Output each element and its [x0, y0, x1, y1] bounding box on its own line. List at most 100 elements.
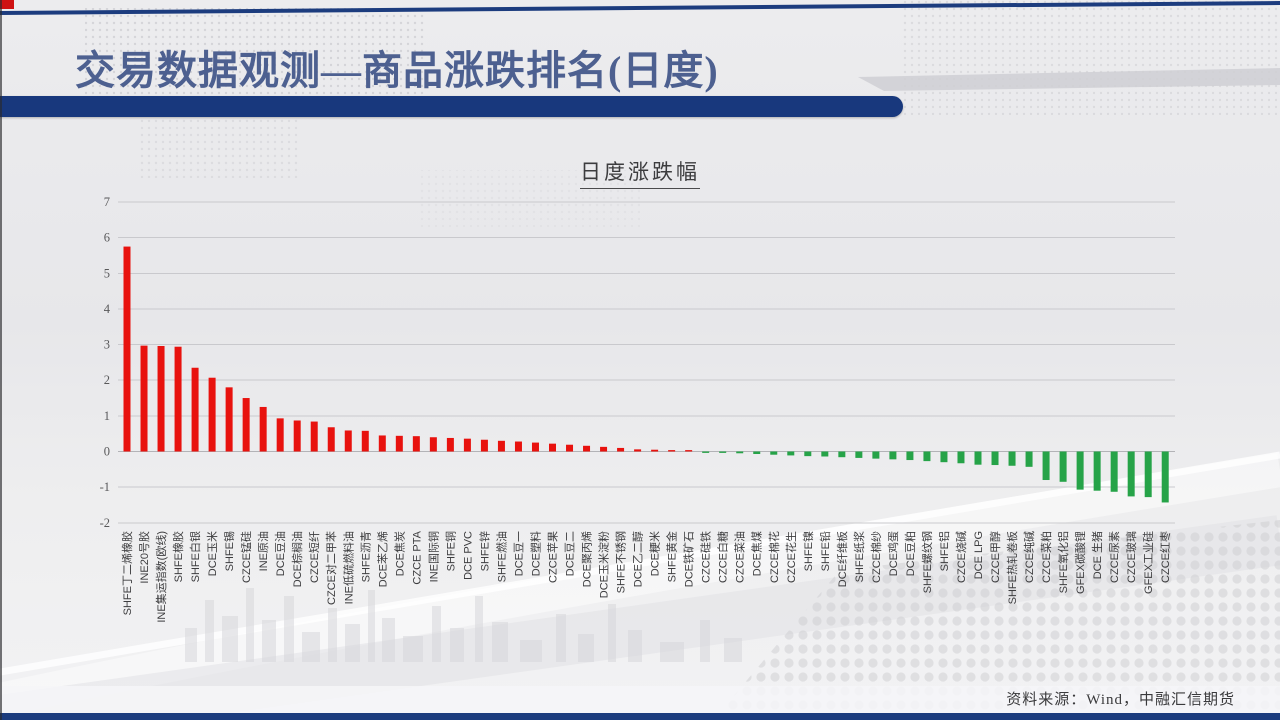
x-category-label: INE集运指数(欧线)	[154, 531, 168, 623]
bar	[514, 441, 522, 452]
x-category-label: SHFE氧化铝	[1056, 531, 1070, 593]
bar	[174, 346, 182, 452]
bar	[753, 451, 761, 454]
x-category-label: CZCE锰硅	[239, 531, 253, 583]
bar	[276, 418, 284, 452]
bar	[157, 346, 165, 452]
bar	[634, 449, 642, 452]
x-category-label: CZCE甲醇	[988, 531, 1002, 583]
bar	[583, 445, 591, 452]
y-tick-label: 3	[104, 338, 110, 352]
left-edge-line	[0, 0, 2, 720]
x-category-label: CZCE玻璃	[1124, 531, 1138, 583]
bar	[566, 444, 574, 452]
bar	[1025, 451, 1033, 467]
x-category-label: INE原油	[256, 531, 270, 571]
x-category-label: CZCE硅铁	[700, 531, 713, 583]
x-category-label: INE20号胶	[137, 531, 151, 584]
red-corner-square	[0, 0, 14, 9]
x-category-label: CZCE尿素	[1108, 531, 1121, 583]
y-tick-label: 2	[104, 373, 110, 387]
y-tick-label: 1	[104, 409, 110, 423]
bar	[1093, 451, 1101, 491]
bar	[1008, 451, 1016, 466]
x-category-label: CZCE烧碱	[955, 531, 968, 583]
x-category-label: CZCE菜油	[733, 531, 747, 583]
footer-source: 资料来源：Wind，中融汇信期货	[1006, 692, 1235, 708]
worldmap-dots-right	[900, 0, 1280, 115]
bar	[327, 427, 335, 452]
chart-title-wrap: 日度涨跌幅	[0, 156, 1280, 189]
x-category-label: SHFE黄金	[665, 531, 679, 582]
x-category-label: DCE棕榈油	[290, 531, 304, 587]
y-tick-label: 0	[104, 445, 110, 459]
x-category-label: SHFE白银	[188, 531, 202, 582]
x-category-label: DCE豆一	[513, 531, 525, 576]
x-category-label: DCE聚丙烯	[581, 531, 594, 587]
bar	[344, 430, 352, 452]
bar	[838, 451, 846, 458]
x-category-label: INE低硫燃料油	[341, 531, 355, 604]
bar	[736, 451, 744, 454]
bar	[497, 440, 505, 452]
x-category-label: GFEX碳酸锂	[1073, 531, 1087, 594]
x-category-label: SHFE铜	[443, 531, 457, 571]
chart-title: 日度涨跌幅	[580, 156, 700, 189]
bar	[1144, 451, 1152, 498]
x-category-label: DCE塑料	[528, 531, 542, 576]
x-category-label: SHFE不锈钢	[615, 531, 628, 593]
x-category-label: DCE PVC	[462, 531, 474, 580]
worldmap-dots-center	[420, 170, 640, 230]
bar	[872, 451, 880, 459]
x-category-label: CZCE苹果	[546, 531, 560, 583]
x-category-label: DCE 生猪	[1090, 531, 1104, 579]
x-category-label: DCE焦炭	[393, 531, 406, 576]
bar	[600, 446, 608, 452]
bar	[974, 451, 982, 465]
x-category-label: CZCE棉纱	[869, 531, 883, 583]
bar	[651, 449, 659, 452]
y-tick-label: -1	[100, 480, 110, 494]
x-category-label: CZCE菜粕	[1039, 531, 1053, 583]
bar	[1110, 451, 1118, 492]
bar	[668, 450, 676, 452]
x-category-label: DCE乙二醇	[631, 531, 645, 587]
bar	[991, 451, 999, 466]
bar	[378, 435, 386, 452]
page-title: 交易数据观测—商品涨跌排名(日度)	[75, 48, 719, 93]
x-category-label: SHFE丁二烯橡胶	[120, 531, 134, 615]
x-category-label: DCE豆粕	[903, 531, 917, 576]
x-category-label: CZCE红枣	[1159, 531, 1172, 583]
x-category-label: SHFE锌	[477, 531, 491, 571]
x-category-label: CZCE PTA	[411, 530, 423, 584]
bar	[395, 435, 403, 452]
bar	[719, 451, 727, 453]
skyline-silhouette	[185, 588, 742, 662]
x-category-label: DCE鸡蛋	[886, 531, 900, 576]
top-accent-line	[0, 1, 1280, 15]
bar	[531, 442, 539, 452]
x-category-label: DCE苯乙烯	[375, 531, 389, 587]
bar	[804, 451, 812, 457]
y-tick-label: -2	[100, 516, 110, 530]
bottom-accent-bar	[0, 713, 1280, 720]
x-category-label: SHFE燃油	[494, 531, 508, 582]
bar	[617, 447, 625, 452]
bar	[787, 451, 795, 456]
bar	[123, 246, 131, 452]
bar	[463, 438, 471, 452]
bar	[1161, 451, 1169, 503]
bar	[293, 420, 301, 452]
bar	[957, 451, 965, 464]
bar	[208, 377, 216, 452]
bar	[191, 367, 199, 452]
x-category-label: SHFE螺纹钢	[920, 531, 934, 593]
bar	[480, 439, 488, 452]
x-category-label: SHFE沥青	[359, 531, 372, 582]
bar	[855, 451, 863, 458]
x-category-label: DCE豆二	[565, 531, 577, 576]
bar	[1042, 451, 1050, 481]
y-tick-label: 4	[104, 302, 111, 316]
x-category-label: CZCE纯碱	[1023, 531, 1036, 583]
bar	[242, 398, 250, 452]
